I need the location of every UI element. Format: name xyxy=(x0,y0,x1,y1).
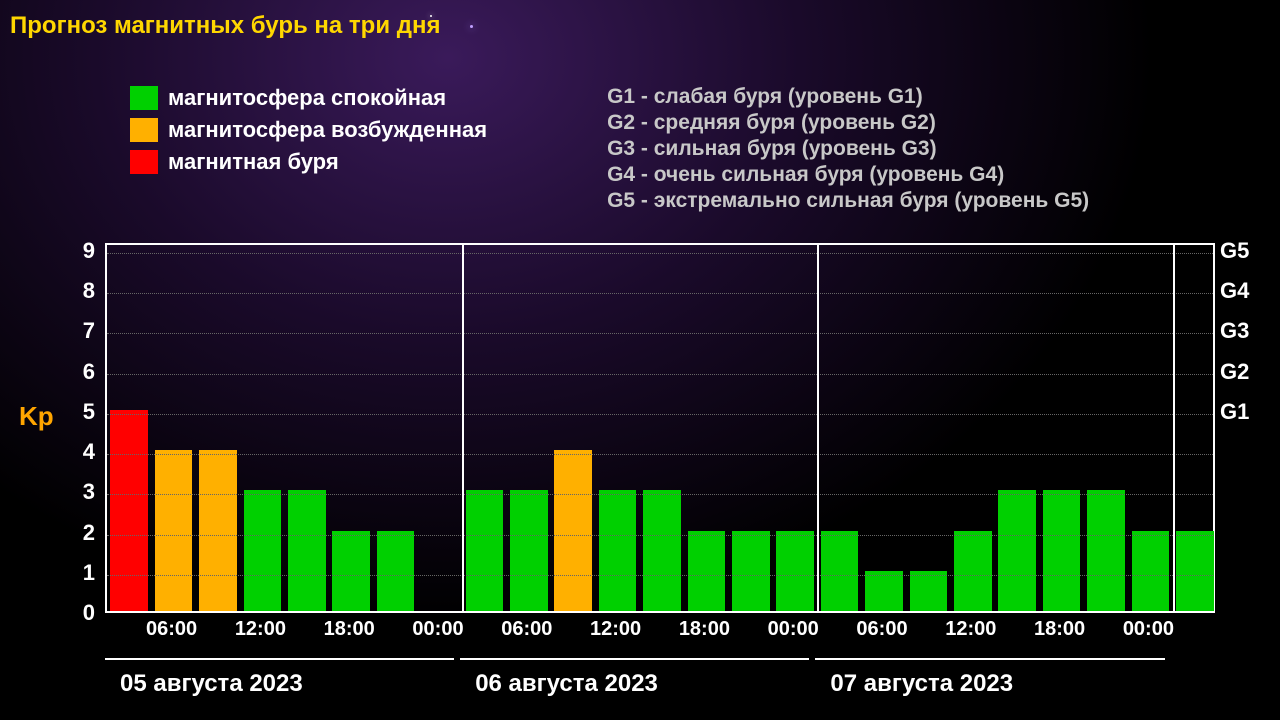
legend-swatch xyxy=(130,150,158,174)
gridline xyxy=(107,575,1213,576)
y-tick: 5 xyxy=(83,399,95,425)
y-tick: 1 xyxy=(83,560,95,586)
y-tick: 6 xyxy=(83,359,95,385)
x-tick: 18:00 xyxy=(324,618,375,641)
y-tick: 2 xyxy=(83,520,95,546)
day-separator xyxy=(462,245,464,611)
bar xyxy=(1043,490,1081,611)
g-tick: G2 xyxy=(1220,359,1249,385)
bar xyxy=(110,410,148,611)
y-tick: 3 xyxy=(83,479,95,505)
x-tick: 00:00 xyxy=(412,618,463,641)
y-tick: 9 xyxy=(83,238,95,264)
g-tick: G1 xyxy=(1220,399,1249,425)
g-level-label: G5 - экстремально сильная буря (уровень … xyxy=(607,189,1089,213)
bar xyxy=(1176,531,1214,611)
legend-label: магнитосфера возбужденная xyxy=(168,117,487,143)
legend-swatch xyxy=(130,86,158,110)
bar xyxy=(554,450,592,611)
legend-item: магнитная буря xyxy=(130,149,487,175)
bar xyxy=(821,531,859,611)
y-tick: 4 xyxy=(83,439,95,465)
gridline xyxy=(107,535,1213,536)
bar xyxy=(155,450,193,611)
day-separator xyxy=(817,245,819,611)
gridline xyxy=(107,253,1213,254)
bar xyxy=(466,490,504,611)
y-ticks: 0123456789 xyxy=(65,243,95,613)
g-tick: G5 xyxy=(1220,238,1249,264)
x-tick: 12:00 xyxy=(235,618,286,641)
g-level-label: G2 - средняя буря (уровень G2) xyxy=(607,111,1089,135)
gridline xyxy=(107,333,1213,334)
bar xyxy=(199,450,237,611)
x-tick: 06:00 xyxy=(856,618,907,641)
g-level-label: G4 - очень сильная буря (уровень G4) xyxy=(607,163,1089,187)
legend-colors: магнитосфера спокойная магнитосфера возбу… xyxy=(130,85,487,213)
page-title: Прогноз магнитных бурь на три дня xyxy=(0,0,1280,40)
legend-item: магнитосфера спокойная xyxy=(130,85,487,111)
x-tick: 06:00 xyxy=(501,618,552,641)
x-tick: 12:00 xyxy=(945,618,996,641)
legend-label: магнитная буря xyxy=(168,149,339,175)
g-tick: G3 xyxy=(1220,318,1249,344)
gridline xyxy=(107,293,1213,294)
day-label: 07 августа 2023 xyxy=(815,658,1164,698)
bar xyxy=(377,531,415,611)
day-label: 06 августа 2023 xyxy=(460,658,809,698)
bar xyxy=(910,571,948,611)
x-ticks: 06:00 12:00 18:00 00:00 06:00 12:00 18:00 00:00… xyxy=(105,618,1215,648)
g-level-label: G3 - сильная буря (уровень G3) xyxy=(607,137,1089,161)
y-tick: 8 xyxy=(83,278,95,304)
gridline xyxy=(107,494,1213,495)
x-tick: 00:00 xyxy=(1123,618,1174,641)
bar xyxy=(732,531,770,611)
bar xyxy=(599,490,637,611)
legend-area: магнитосфера спокойная магнитосфера возбу… xyxy=(0,40,1280,233)
x-tick: 12:00 xyxy=(590,618,641,641)
bar xyxy=(643,490,681,611)
star-decoration xyxy=(430,15,432,17)
y-tick: 0 xyxy=(83,600,95,626)
bar xyxy=(510,490,548,611)
x-tick: 18:00 xyxy=(1034,618,1085,641)
bar xyxy=(688,531,726,611)
x-tick: 18:00 xyxy=(679,618,730,641)
y-axis-label: Kp xyxy=(19,401,54,432)
bar xyxy=(998,490,1036,611)
gridline xyxy=(107,374,1213,375)
day-label: 05 августа 2023 xyxy=(105,658,454,698)
bar xyxy=(954,531,992,611)
star-decoration xyxy=(470,25,473,28)
legend-item: магнитосфера возбужденная xyxy=(130,117,487,143)
bars-container xyxy=(107,245,1213,611)
gridline xyxy=(107,414,1213,415)
legend-label: магнитосфера спокойная xyxy=(168,85,446,111)
bar xyxy=(288,490,326,611)
plot-area xyxy=(105,243,1215,613)
g-level-label: G1 - слабая буря (уровень G1) xyxy=(607,85,1089,109)
g-tick: G4 xyxy=(1220,278,1249,304)
bar xyxy=(776,531,814,611)
bar xyxy=(1132,531,1170,611)
y-tick: 7 xyxy=(83,318,95,344)
day-separator xyxy=(1173,245,1175,611)
legend-g-levels: G1 - слабая буря (уровень G1)G2 - средня… xyxy=(607,85,1089,213)
x-tick: 00:00 xyxy=(768,618,819,641)
bar xyxy=(865,571,903,611)
legend-swatch xyxy=(130,118,158,142)
bar xyxy=(332,531,370,611)
gridline xyxy=(107,454,1213,455)
bar xyxy=(244,490,282,611)
x-tick: 06:00 xyxy=(146,618,197,641)
bar xyxy=(1087,490,1125,611)
